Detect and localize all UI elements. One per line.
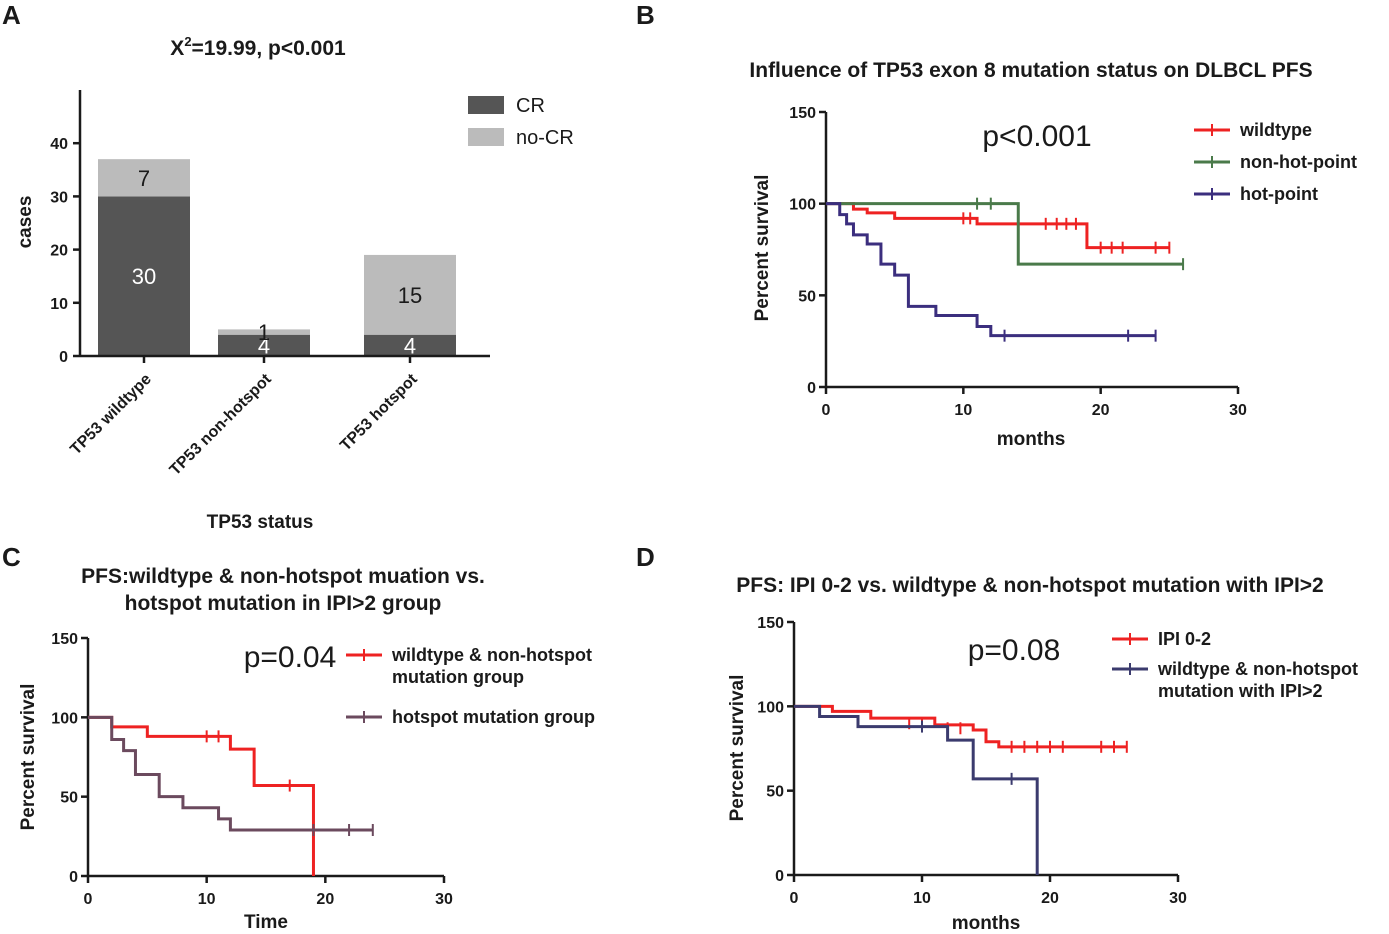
y-tick-label: 150 xyxy=(757,615,784,632)
panel-a-title: X2=19.99, p<0.001 xyxy=(170,34,346,60)
panel-a-bar-chart: X2=19.99, p<0.001 cases TP53 status 30 7 4… xyxy=(15,34,574,533)
y-tick-label: 100 xyxy=(789,197,816,214)
bar-value-label: 1 xyxy=(258,320,270,345)
panel-b-pvalue: p<0.001 xyxy=(982,120,1091,153)
legend-swatch-cr xyxy=(468,96,504,114)
panel-b-km-chart: Influence of TP53 exon 8 mutation status… xyxy=(749,59,1357,450)
legend-label-3: hot-point xyxy=(1240,184,1318,204)
panel-a-ylabel: cases xyxy=(15,196,36,249)
bar-cr-3 xyxy=(364,334,456,356)
legend-label-no-cr: no-CR xyxy=(516,127,574,149)
km-curve-3 xyxy=(826,202,1156,338)
km-curve-1 xyxy=(88,715,315,876)
x-tick-label: 10 xyxy=(198,891,216,908)
legend-label-1: mutation group xyxy=(392,667,524,687)
bar-no-cr-1 xyxy=(98,159,190,197)
bar-cr-1 xyxy=(98,196,190,356)
panel-c-xlabel: Time xyxy=(244,912,288,933)
y-tick-label: 50 xyxy=(798,288,816,305)
panel-d-title: PFS: IPI 0-2 vs. wildtype & non-hotspot … xyxy=(736,574,1323,597)
bar-value-label: 30 xyxy=(132,264,156,289)
legend-label-2: hotspot mutation group xyxy=(392,707,595,727)
panel-d-km-chart: PFS: IPI 0-2 vs. wildtype & non-hotspot … xyxy=(727,574,1358,934)
x-tick-label: 20 xyxy=(1092,402,1110,419)
x-tick-label: 30 xyxy=(435,891,453,908)
legend-label-1: wildtype xyxy=(1239,120,1312,140)
x-tick-label: 0 xyxy=(790,890,799,907)
y-tick-label: 30 xyxy=(50,189,68,206)
x-tick-label: 30 xyxy=(1229,402,1247,419)
panel-b-xlabel: months xyxy=(997,429,1066,450)
x-tick-label: 10 xyxy=(954,402,972,419)
x-category-label: TP53 wildtype xyxy=(67,371,155,459)
y-tick-label: 150 xyxy=(789,105,816,122)
y-tick-label: 20 xyxy=(50,243,68,260)
panel-b-ylabel: Percent survival xyxy=(752,175,773,322)
x-tick-label: 0 xyxy=(822,402,831,419)
y-tick-label: 100 xyxy=(757,699,784,716)
legend-label-cr: CR xyxy=(516,95,545,117)
panel-c-km-chart: PFS:wildtype & non-hotspot muation vs. h… xyxy=(18,565,595,933)
panel-label-b: B xyxy=(636,0,655,30)
bar-cr-2 xyxy=(218,334,310,356)
panel-d-ylabel: Percent survival xyxy=(727,675,748,822)
y-tick-label: 0 xyxy=(59,349,68,366)
y-tick-label: 0 xyxy=(807,380,816,397)
x-tick-label: 0 xyxy=(84,891,93,908)
km-curve-1 xyxy=(794,704,1127,749)
panel-b-title: Influence of TP53 exon 8 mutation status… xyxy=(749,59,1312,82)
panel-c-pvalue: p=0.04 xyxy=(244,641,337,674)
y-tick-label: 50 xyxy=(60,790,78,807)
y-tick-label: 100 xyxy=(51,710,78,727)
x-tick-label: 20 xyxy=(1041,890,1059,907)
y-tick-label: 10 xyxy=(50,296,68,313)
legend-label-2: non-hot-point xyxy=(1240,152,1357,172)
legend-label-1: IPI 0-2 xyxy=(1158,629,1211,649)
panel-c-title-line1: PFS:wildtype & non-hotspot muation vs. xyxy=(81,565,485,588)
panel-label-c: C xyxy=(2,542,21,572)
bar-value-label: 15 xyxy=(398,283,422,308)
legend-swatch-no-cr xyxy=(468,128,504,146)
panel-d-pvalue: p=0.08 xyxy=(968,634,1061,667)
panel-label-a: A xyxy=(2,0,21,30)
y-tick-label: 0 xyxy=(69,869,78,886)
legend-label-2: mutation with IPI>2 xyxy=(1158,681,1323,701)
bar-no-cr-2 xyxy=(218,329,310,335)
panel-d-xlabel: months xyxy=(952,913,1021,934)
y-tick-label: 50 xyxy=(766,784,784,801)
x-tick-label: 10 xyxy=(913,890,931,907)
x-tick-label: 20 xyxy=(316,891,334,908)
panel-c-title-line2: hotspot mutation in IPI>2 group xyxy=(125,592,442,615)
bar-no-cr-3 xyxy=(364,254,456,335)
bar-value-label: 7 xyxy=(138,166,150,191)
bar-value-label: 4 xyxy=(404,333,416,358)
km-curve-2 xyxy=(826,202,1184,266)
km-curve-2 xyxy=(794,704,1039,875)
panel-c-ylabel: Percent survival xyxy=(18,684,39,831)
y-tick-label: 0 xyxy=(775,868,784,885)
legend-label-1: wildtype & non-hotspot xyxy=(391,645,592,665)
legend-label-2: wildtype & non-hotspot xyxy=(1157,659,1358,679)
bar-value-label: 4 xyxy=(258,333,270,358)
km-curve-1 xyxy=(826,202,1170,250)
x-category-label: TP53 hotspot xyxy=(337,370,421,454)
x-tick-label: 30 xyxy=(1169,890,1187,907)
y-tick-label: 40 xyxy=(50,136,68,153)
x-category-label: TP53 non-hotspot xyxy=(167,370,276,479)
panel-label-d: D xyxy=(636,542,655,572)
panel-a-xlabel: TP53 status xyxy=(207,512,314,533)
km-curve-2 xyxy=(88,715,373,832)
y-tick-label: 150 xyxy=(51,631,78,648)
